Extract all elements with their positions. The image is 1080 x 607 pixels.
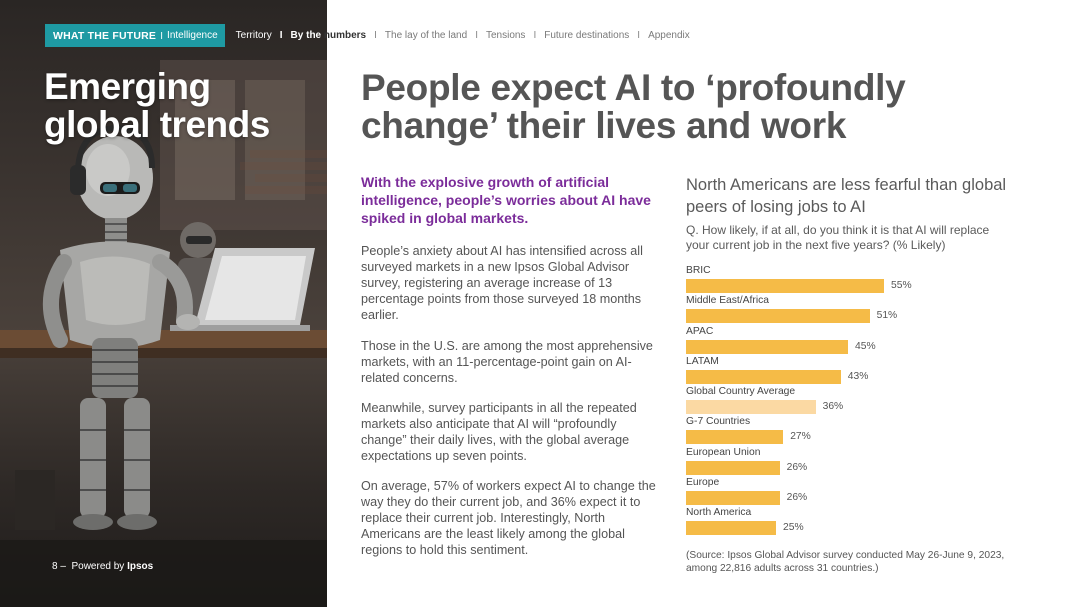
bar-category-label: Global Country Average — [686, 386, 796, 397]
nav-item-by-the-numbers[interactable]: By the numbers — [291, 30, 367, 41]
bar-value-label: 26% — [786, 461, 808, 473]
bar-category-label: North America — [686, 507, 752, 518]
bar — [686, 521, 776, 535]
page-footer: 8 – Powered by Ipsos — [52, 561, 153, 572]
brand-separator: I — [160, 29, 164, 42]
body-paragraph: Meanwhile, survey participants in all th… — [361, 401, 637, 463]
bar-category-label: BRIC — [686, 265, 711, 276]
bar — [686, 369, 841, 384]
chart-row: Europe 26% — [686, 475, 1026, 505]
bar — [686, 460, 780, 475]
nav-items: Territory I By the numbers I The lay of … — [236, 30, 690, 41]
chart-row: BRIC 55% — [686, 263, 1026, 293]
chart-row: European Union 26% — [686, 445, 1026, 475]
bar — [686, 279, 884, 293]
chart-row: APAC 45% — [686, 324, 1026, 354]
bar — [686, 400, 816, 414]
bar-category-label: Middle East/Africa — [686, 295, 769, 307]
bar — [686, 430, 784, 445]
bar-value-label: 55% — [891, 280, 912, 291]
hero-title: Emerging global trends — [44, 68, 270, 144]
bar-value-label: 25% — [783, 522, 804, 533]
nav-item-by-the-numbers-part-2: numbers — [321, 30, 367, 41]
page-title: People expect AI to ‘profoundly change’ … — [361, 69, 1061, 145]
powered-by-label: Powered by — [71, 561, 125, 572]
page-title-line-1: People expect AI to ‘profoundly — [361, 67, 906, 108]
bar-category-label: G-7 Countries — [686, 416, 751, 428]
chart-row: North America 25% — [686, 505, 1026, 535]
chart-row: G-7 Countries 27% — [686, 414, 1026, 445]
nav-separator: I — [533, 30, 537, 41]
nav-separator: I — [475, 30, 478, 41]
chart-row: Middle East/Africa 51% — [686, 293, 1026, 324]
nav-item-appendix[interactable]: Appendix — [648, 30, 690, 41]
nav-item-lay-of-the-land[interactable]: The lay of the land — [384, 30, 468, 41]
nav-separator: I — [279, 30, 283, 41]
robot-illustration — [0, 60, 327, 607]
chart-row: LATAM 43% — [686, 354, 1026, 384]
bar-category-label: Europe — [686, 476, 720, 488]
bar-value-label: 27% — [790, 431, 811, 443]
lead-paragraph: With the explosive growth of artificial … — [361, 174, 651, 226]
bar-value-label: 51% — [876, 310, 898, 322]
bar — [686, 309, 870, 324]
bar-category-label: European Union — [686, 446, 761, 458]
chart-row: Global Country Average 36% — [686, 384, 1026, 414]
bar-chart: BRIC 55% Middle East/Africa 51% APAC 45% LATAM… — [686, 263, 1026, 543]
bar-value-label: 45% — [855, 340, 876, 352]
bar-category-label: LATAM — [686, 355, 719, 367]
chart-question: Q. How likely, if at all, do you think i… — [686, 223, 990, 252]
bar-value-label: 26% — [786, 491, 808, 503]
page-number: 8 – — [52, 561, 66, 572]
nav-separator: I — [374, 30, 377, 41]
brand-badge[interactable]: WHAT THE FUTURE I Intelligence — [45, 24, 225, 47]
source-note: (Source: Ipsos Global Advisor survey con… — [686, 550, 1005, 574]
hero-title-line-2: global trends — [44, 104, 270, 145]
chart-title: North Americans are less fearful than gl… — [686, 176, 1007, 216]
body-paragraph: On average, 57% of workers expect AI to … — [361, 479, 656, 557]
nav-item-by-the-numbers-part-1: By the — [290, 30, 322, 41]
hero-title-line-1: Emerging — [44, 66, 211, 107]
body-paragraph: People’s anxiety about AI has intensifie… — [361, 244, 643, 322]
bar-value-label: 36% — [822, 401, 844, 412]
bar — [686, 339, 848, 354]
bar — [686, 490, 780, 505]
top-navigation: WHAT THE FUTURE I Intelligence Territory… — [45, 24, 690, 47]
nav-item-territory[interactable]: Territory — [235, 30, 272, 41]
powered-by-brand: Ipsos — [127, 561, 154, 572]
body-paragraph: Those in the U.S. are among the most app… — [361, 339, 653, 385]
nav-item-tensions[interactable]: Tensions — [485, 30, 526, 41]
hero-photo-panel: Emerging global trends 8 – Powered by Ip… — [0, 0, 327, 607]
page-title-line-2: change’ their lives and work — [361, 105, 847, 146]
nav-separator: I — [637, 30, 641, 41]
nav-item-future-destinations[interactable]: Future destinations — [544, 30, 630, 41]
brand-subtitle: Intelligence — [167, 30, 218, 41]
brand-title: WHAT THE FUTURE — [53, 29, 157, 42]
bar-category-label: APAC — [686, 325, 714, 337]
bar-value-label: 43% — [847, 370, 869, 382]
